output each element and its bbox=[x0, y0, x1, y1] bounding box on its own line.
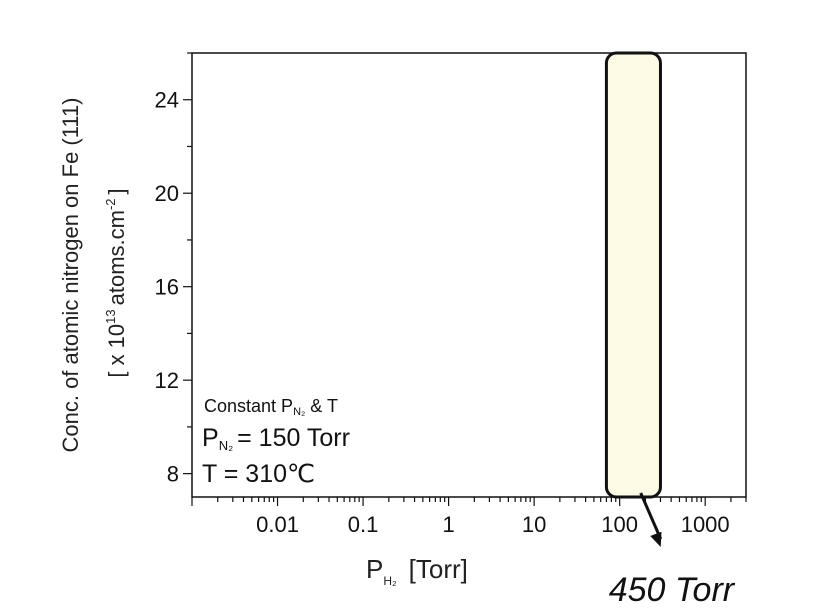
x-tick-label: 1000 bbox=[681, 512, 730, 537]
y-axis-title-line1: Conc. of atomic nitrogen on Fe (111) bbox=[58, 97, 83, 452]
x-tick-label: 10 bbox=[522, 512, 546, 537]
x-tick-label: 0.1 bbox=[348, 512, 379, 537]
highlight-region bbox=[604, 51, 662, 499]
svg-text:[ x 1013atoms.cm-2]: [ x 1013atoms.cm-2] bbox=[103, 188, 129, 377]
annotation-constant: Constant PN₂ & T bbox=[204, 396, 338, 418]
annotation-pn2: PN₂ = 150 Torr bbox=[202, 424, 350, 453]
x-tick-label: 0.01 bbox=[256, 512, 299, 537]
y-tick-label: 16 bbox=[155, 275, 179, 300]
x-tick-label: 1 bbox=[442, 512, 454, 537]
callout-label: 450 Torr bbox=[609, 571, 736, 609]
y-tick-label: 24 bbox=[155, 88, 179, 113]
callout-arrow-head bbox=[650, 531, 662, 547]
annotation-temperature: T = 310℃ bbox=[202, 460, 315, 488]
y-tick-label: 8 bbox=[167, 462, 179, 487]
y-axis-ticks: 8 12 16 20 24 bbox=[155, 52, 192, 487]
y-tick-label: 12 bbox=[155, 368, 179, 393]
y-axis-title-units: [ x 1013atoms.cm-2] bbox=[103, 188, 129, 377]
plot-frame bbox=[191, 52, 747, 498]
x-axis-title: PH₂ [Torr] bbox=[366, 554, 468, 588]
x-axis-ticks: 0.01 0.1 1 10 100 1000 bbox=[191, 497, 747, 537]
callout-arrow bbox=[639, 492, 663, 540]
x-tick-label: 100 bbox=[601, 512, 638, 537]
y-tick-label: 20 bbox=[155, 181, 179, 206]
y-axis-title: Conc. of atomic nitrogen on Fe (111) bbox=[58, 97, 83, 452]
